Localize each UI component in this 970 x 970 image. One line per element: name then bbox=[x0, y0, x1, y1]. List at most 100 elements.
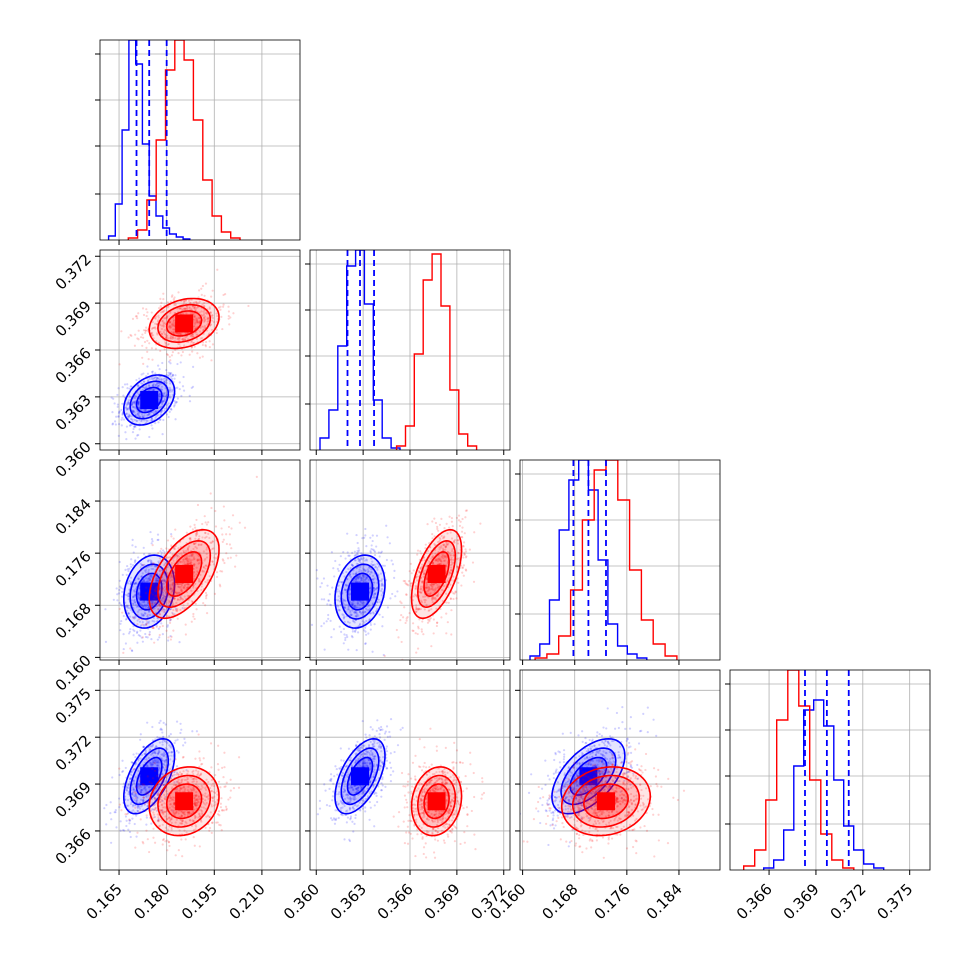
scatter-point-b bbox=[186, 777, 190, 781]
scatter-point-a bbox=[347, 606, 350, 609]
scatter-point-b bbox=[188, 811, 191, 815]
scatter-point-b bbox=[193, 557, 196, 561]
scatter-point-b bbox=[181, 338, 184, 341]
scatter-point-a bbox=[131, 596, 135, 599]
scatter-point-a bbox=[132, 401, 135, 404]
scatter-point-a bbox=[137, 402, 140, 405]
scatter-point-b bbox=[441, 555, 444, 558]
scatter-point-b bbox=[456, 539, 459, 542]
panel-2-0 bbox=[100, 460, 300, 660]
scatter-point-b bbox=[220, 315, 223, 318]
scatter-point-a bbox=[155, 414, 158, 417]
scatter-point-b bbox=[225, 542, 228, 546]
scatter-point-b bbox=[181, 350, 184, 354]
scatter-point-b bbox=[160, 327, 163, 331]
scatter-point-b bbox=[193, 315, 196, 318]
scatter-point-b bbox=[436, 621, 439, 624]
scatter-point-a bbox=[144, 623, 147, 626]
scatter-point-b bbox=[193, 321, 196, 324]
scatter-point-a bbox=[160, 757, 163, 760]
scatter-point-b bbox=[440, 555, 443, 559]
histogram-b bbox=[127, 40, 241, 240]
scatter-point-b bbox=[163, 810, 166, 813]
scatter-point-a bbox=[104, 608, 107, 611]
scatter-point-b bbox=[219, 308, 222, 311]
scatter-point-b bbox=[195, 778, 198, 781]
scatter-point-b bbox=[204, 564, 207, 567]
scatter-point-b bbox=[457, 519, 461, 522]
scatter-point-b bbox=[221, 327, 224, 331]
scatter-point-a bbox=[158, 418, 161, 421]
scatter-point-b bbox=[157, 307, 161, 310]
scatter-point-b bbox=[162, 310, 165, 313]
scatter-point-a bbox=[153, 815, 156, 819]
scatter-point-a bbox=[157, 748, 161, 752]
scatter-point-a bbox=[132, 410, 135, 413]
scatter-point-a bbox=[156, 791, 159, 795]
scatter-point-a bbox=[153, 761, 156, 764]
scatter-point-a bbox=[138, 597, 141, 600]
scatter-point-b bbox=[440, 616, 443, 619]
peak-b bbox=[427, 565, 446, 584]
scatter-point-b bbox=[186, 594, 189, 597]
scatter-point-a bbox=[357, 576, 360, 579]
scatter-point-b bbox=[415, 604, 418, 607]
scatter-point-b bbox=[442, 543, 446, 546]
scatter-point-b bbox=[160, 332, 164, 336]
scatter-point-b bbox=[183, 301, 186, 304]
scatter-point-b bbox=[145, 314, 148, 318]
scatter-point-a bbox=[160, 385, 164, 388]
scatter-point-b bbox=[415, 585, 418, 588]
scatter-point-a bbox=[355, 611, 358, 614]
scatter-point-b bbox=[151, 320, 154, 324]
scatter-point-b bbox=[419, 567, 422, 570]
scatter-point-a bbox=[164, 781, 167, 784]
scatter-point-b bbox=[170, 331, 173, 334]
scatter-point-a bbox=[145, 795, 148, 799]
scatter-point-b bbox=[192, 773, 195, 776]
scatter-point-b bbox=[208, 307, 211, 310]
scatter-point-b bbox=[202, 310, 205, 313]
scatter-point-a bbox=[372, 578, 375, 582]
scatter-point-b bbox=[438, 540, 441, 543]
scatter-point-b bbox=[175, 818, 178, 821]
scatter-point-b bbox=[418, 618, 421, 621]
scatter-point-b bbox=[179, 306, 182, 309]
scatter-point-a bbox=[350, 634, 354, 638]
scatter-point-a bbox=[341, 581, 344, 584]
scatter-point-b bbox=[203, 320, 206, 323]
scatter-point-a bbox=[354, 559, 357, 562]
scatter-point-b bbox=[201, 800, 204, 803]
scatter-point-a bbox=[160, 388, 163, 391]
scatter-point-a bbox=[349, 575, 353, 579]
scatter-point-b bbox=[405, 617, 408, 620]
scatter-point-b bbox=[184, 338, 187, 341]
scatter-point-b bbox=[175, 610, 178, 613]
scatter-point-b bbox=[427, 589, 430, 592]
scatter-point-a bbox=[133, 590, 136, 593]
scatter-point-b bbox=[191, 528, 194, 531]
scatter-point-a bbox=[356, 600, 360, 603]
scatter-point-a bbox=[374, 588, 377, 591]
scatter-point-b bbox=[221, 558, 224, 561]
scatter-point-a bbox=[343, 575, 346, 578]
scatter-point-a bbox=[119, 629, 122, 632]
scatter-point-b bbox=[179, 333, 182, 336]
scatter-point-a bbox=[127, 595, 130, 598]
scatter-point-b bbox=[409, 582, 412, 585]
scatter-point-a bbox=[140, 788, 144, 792]
scatter-point-a bbox=[366, 609, 369, 612]
scatter-point-a bbox=[148, 435, 151, 439]
scatter-point-b bbox=[464, 550, 468, 553]
scatter-point-a bbox=[372, 594, 375, 597]
scatter-point-b bbox=[195, 531, 199, 534]
scatter-point-a bbox=[390, 559, 393, 562]
scatter-point-a bbox=[139, 565, 142, 569]
scatter-point-a bbox=[156, 819, 159, 822]
scatter-point-b bbox=[150, 332, 153, 335]
scatter-point-a bbox=[169, 634, 172, 638]
scatter-point-b bbox=[202, 565, 205, 569]
scatter-point-a bbox=[372, 586, 376, 590]
scatter-point-a bbox=[350, 563, 353, 566]
